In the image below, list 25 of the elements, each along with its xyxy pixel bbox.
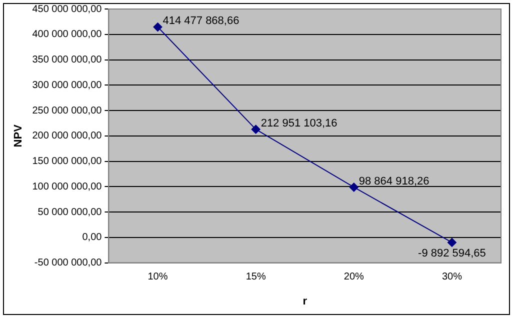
point — [251, 124, 260, 134]
x-tick-label: 30% — [442, 272, 462, 283]
point — [447, 238, 456, 247]
y-tick-label: 400 000 000,00 — [32, 29, 102, 40]
y-tick-label: 50 000 000,00 — [38, 206, 102, 218]
y-tick-label: 250 000 000,00 — [32, 105, 102, 116]
y-tick-label: 200 000 000,00 — [32, 130, 102, 142]
y-tick-label: 100 000 000,00 — [32, 181, 102, 192]
y-tick-label: 300 000 000,00 — [32, 80, 102, 91]
y-tick-label: 350 000 000,00 — [32, 54, 102, 66]
x-tick-label: 20% — [344, 272, 364, 283]
y-tick-label: -50 000 000,00 — [34, 258, 102, 269]
x-tick-label: 15% — [246, 272, 266, 283]
x-axis-title: r — [302, 295, 308, 308]
y-tick-label: 0,00 — [82, 232, 102, 244]
y-tick-label: 450 000 000,00 — [32, 4, 102, 15]
point — [153, 22, 162, 32]
x-tick-label: 10% — [148, 272, 168, 283]
point — [349, 182, 358, 192]
data-label: 414 477 868,66 — [162, 15, 240, 28]
data-label: 98 864 918,26 — [358, 175, 430, 188]
data-label: -9 892 594,65 — [418, 247, 486, 260]
y-axis-title: NPV — [12, 124, 25, 148]
data-label: 212 951 103,16 — [260, 117, 338, 130]
y-tick-label: 150 000 000,00 — [32, 156, 102, 168]
